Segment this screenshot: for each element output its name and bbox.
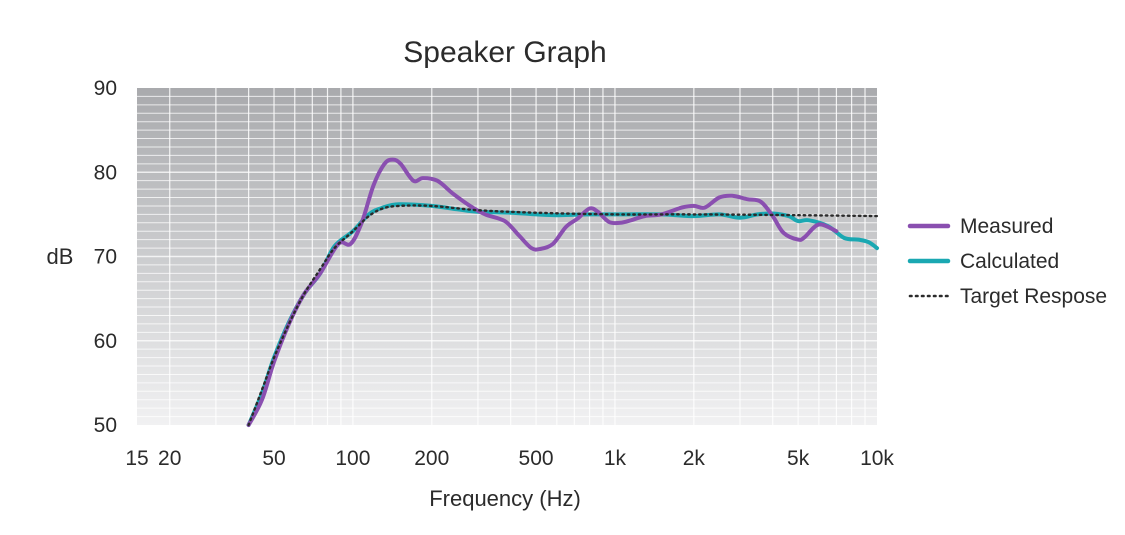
x-axis-ticks: 15 20 50 100 200 500 1k 2k 5k 10k — [125, 447, 894, 470]
series-line-target-respose — [247, 204, 879, 427]
series-line-measured — [246, 157, 839, 427]
y-tick-label: 70 — [94, 246, 117, 269]
x-tick-label: 15 — [125, 447, 148, 470]
x-tick-label: 2k — [683, 447, 706, 470]
legend-label: Target Respose — [960, 285, 1107, 308]
y-tick-label: 90 — [94, 77, 117, 100]
legend: Measured Calculated Target Respose — [907, 215, 1107, 308]
y-tick-label: 80 — [94, 161, 117, 184]
legend-label: Measured — [960, 215, 1053, 238]
x-tick-label: 50 — [262, 447, 285, 470]
y-tick-label: 50 — [94, 414, 117, 437]
x-tick-label: 5k — [787, 447, 810, 470]
x-tick-label: 10k — [860, 447, 894, 470]
vertical-gridlines — [169, 88, 866, 425]
chart-title: Speaker Graph — [403, 36, 606, 69]
y-axis-ticks: 50 60 70 80 90 — [94, 77, 117, 437]
x-axis-label: Frequency (Hz) — [429, 486, 581, 511]
x-tick-label: 100 — [335, 447, 370, 470]
x-tick-label: 20 — [158, 447, 181, 470]
x-tick-label: 1k — [604, 447, 627, 470]
x-tick-label: 500 — [519, 447, 554, 470]
x-tick-label: 200 — [414, 447, 449, 470]
y-axis-label: dB — [47, 244, 74, 269]
legend-label: Calculated — [960, 250, 1059, 273]
y-tick-label: 60 — [94, 330, 117, 353]
series-layer — [246, 157, 879, 427]
